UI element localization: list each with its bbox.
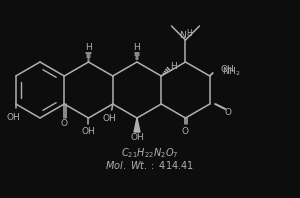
Text: H: H: [170, 62, 177, 70]
Text: NH$_2$: NH$_2$: [222, 66, 240, 78]
Text: OH: OH: [130, 132, 144, 142]
Text: H: H: [187, 29, 192, 37]
Text: O: O: [182, 128, 189, 136]
Text: $\mathit{C_{21}H_{22}N_2O_7}$: $\mathit{C_{21}H_{22}N_2O_7}$: [121, 146, 179, 160]
Text: H: H: [85, 43, 92, 51]
Text: O: O: [61, 118, 68, 128]
Text: OH: OH: [82, 128, 95, 136]
Text: N: N: [179, 30, 186, 39]
Text: H: H: [134, 43, 140, 51]
Text: OH: OH: [103, 113, 117, 123]
Text: OH: OH: [7, 112, 21, 122]
Polygon shape: [134, 118, 140, 132]
Text: $\mathit{Mol.\ Wt.:\ 414.41}$: $\mathit{Mol.\ Wt.:\ 414.41}$: [105, 159, 195, 171]
Text: OH: OH: [221, 65, 235, 73]
Text: O: O: [224, 108, 231, 116]
